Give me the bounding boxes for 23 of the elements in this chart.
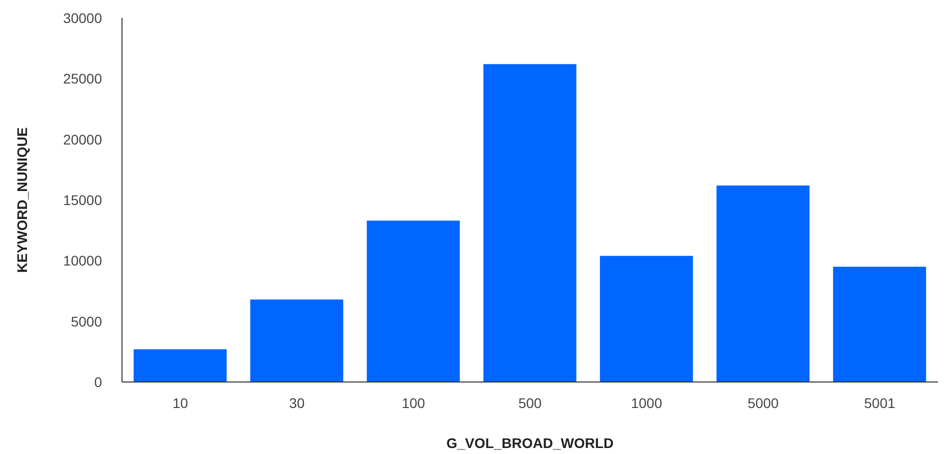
x-tick-label: 100 <box>402 394 426 411</box>
y-tick-label: 0 <box>94 374 102 390</box>
y-tick-label: 5000 <box>70 313 102 330</box>
y-tick-label: 20000 <box>63 131 102 148</box>
x-tick-label: 5000 <box>748 394 779 411</box>
y-tick-label: 15000 <box>63 192 102 208</box>
x-tick-label: 1000 <box>630 394 662 411</box>
x-axis-title: G_VOL_BROAD_WORLD <box>446 435 614 451</box>
x-tick-label: 10 <box>172 394 188 411</box>
y-axis-title: KEYWORD_NUNIQUE <box>14 127 30 273</box>
x-tick-label: 5001 <box>864 394 896 411</box>
x-tick-label: 500 <box>518 394 542 411</box>
y-tick-label: 10000 <box>63 252 102 269</box>
bar <box>250 299 344 382</box>
bar <box>483 64 576 382</box>
bar <box>600 256 693 382</box>
y-tick-label: 25000 <box>63 70 102 87</box>
bar <box>134 349 227 382</box>
bar <box>833 266 926 382</box>
bar <box>366 220 460 382</box>
x-tick-label: 30 <box>289 394 305 411</box>
bar <box>716 185 810 382</box>
y-tick-label: 30000 <box>63 10 102 26</box>
